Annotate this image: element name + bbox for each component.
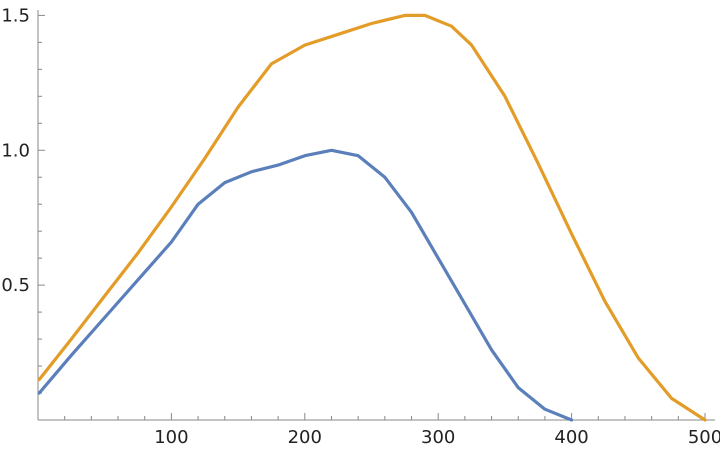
x-tick-label: 400 — [554, 427, 588, 448]
series-layer — [37, 13, 707, 422]
axes: 100 200 300 400 500 0.5 1.0 1.5 — [1, 5, 720, 448]
series-line-2 — [37, 13, 707, 422]
x-tick-label: 300 — [421, 427, 455, 448]
y-tick-label: 1.5 — [1, 5, 30, 26]
y-tick-label: 0.5 — [1, 275, 30, 296]
x-tick-label: 200 — [288, 427, 322, 448]
x-tick-label: 100 — [154, 427, 188, 448]
y-tick-label: 1.0 — [1, 140, 30, 161]
x-tick-label: 500 — [688, 427, 720, 448]
series-line-1 — [37, 148, 574, 422]
